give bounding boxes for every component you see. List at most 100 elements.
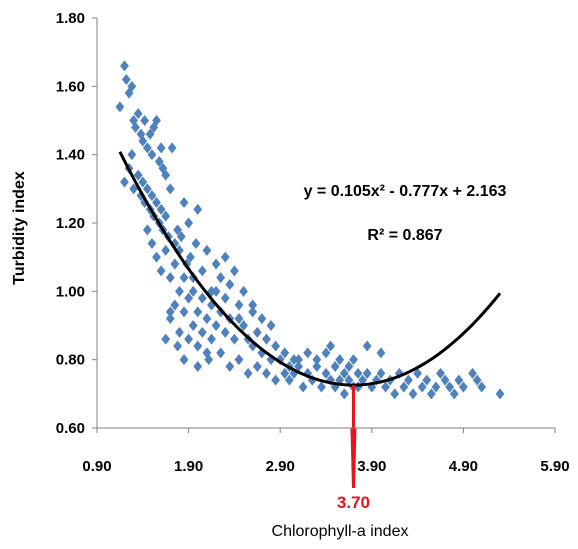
data-point (339, 367, 349, 379)
y-axis-title: Turbidity index (11, 171, 28, 285)
data-point (197, 326, 207, 338)
data-point (165, 313, 175, 325)
data-point (376, 367, 386, 379)
data-point (154, 156, 164, 167)
data-point (129, 183, 139, 195)
data-point (376, 347, 386, 359)
data-point (184, 333, 193, 345)
data-point (417, 381, 427, 393)
data-point (175, 285, 184, 297)
data-point (207, 333, 216, 345)
data-point (349, 354, 358, 366)
y-tick-label: 1.00 (56, 283, 85, 300)
marker-label: 3.70 (337, 493, 370, 512)
trend-line (118, 151, 502, 387)
data-point (353, 381, 363, 393)
data-point (335, 354, 345, 366)
data-point (124, 87, 134, 99)
data-point (184, 292, 193, 304)
y-tick-label: 1.20 (56, 215, 85, 232)
data-point (120, 60, 129, 72)
y-tick-label: 1.60 (56, 78, 85, 95)
data-point (252, 361, 262, 372)
data-point (156, 265, 166, 277)
data-point (193, 361, 203, 372)
trend-r-squared: R² = 0.867 (367, 227, 442, 244)
x-tick-label: 2.90 (266, 458, 295, 475)
data-point (358, 374, 368, 386)
data-point (161, 210, 171, 222)
data-point (161, 169, 171, 181)
data-point (115, 101, 125, 113)
x-axis-title: Chlorophyll-a index (272, 523, 409, 540)
data-point (197, 265, 207, 277)
data-point (170, 299, 180, 311)
data-point (140, 115, 150, 126)
data-point (312, 354, 322, 366)
data-point (472, 374, 482, 386)
data-point (321, 367, 331, 379)
data-point (399, 381, 409, 393)
data-point (161, 244, 171, 256)
x-tick-label: 0.90 (82, 458, 111, 475)
data-point (225, 279, 235, 290)
data-point (211, 258, 221, 270)
data-point (262, 367, 271, 379)
y-tick-label: 1.40 (56, 147, 85, 164)
data-point (477, 381, 487, 393)
data-point (344, 374, 354, 386)
data-point (234, 299, 244, 311)
data-point (165, 306, 175, 318)
data-point (449, 388, 459, 400)
data-point (312, 361, 322, 372)
data-point (121, 74, 131, 85)
data-point (262, 333, 271, 345)
data-point (220, 292, 230, 304)
data-point (459, 381, 468, 393)
data-point (188, 285, 198, 297)
data-point (158, 162, 168, 174)
data-point (303, 367, 313, 379)
x-tick-label: 1.90 (174, 458, 203, 475)
data-point (188, 320, 198, 331)
data-point (133, 169, 143, 181)
data-point (298, 381, 308, 393)
data-point (330, 361, 340, 372)
data-point (145, 128, 155, 140)
data-point (303, 347, 313, 359)
data-point (408, 388, 418, 400)
data-point (431, 381, 441, 393)
data-point (197, 292, 207, 304)
data-point (138, 176, 148, 188)
data-point (147, 149, 157, 161)
data-point (239, 285, 248, 297)
data-point (440, 374, 450, 386)
data-point (468, 367, 477, 379)
data-point (339, 388, 349, 400)
data-point (138, 135, 148, 147)
data-point (191, 238, 201, 249)
data-point (257, 347, 267, 359)
data-point (204, 354, 214, 366)
y-tick-label: 0.80 (56, 352, 85, 369)
data-point (344, 361, 354, 372)
data-point (225, 361, 235, 372)
data-point (193, 306, 203, 318)
data-point (220, 251, 230, 263)
data-point (161, 333, 171, 345)
data-point (147, 238, 157, 249)
y-tick-label: 1.80 (56, 10, 85, 27)
data-point (165, 272, 175, 284)
data-point (362, 367, 372, 379)
data-point (271, 340, 281, 352)
data-point (152, 251, 161, 263)
data-point (175, 244, 184, 256)
trend-equation: y = 0.105x² - 0.777x + 2.163 (304, 183, 507, 200)
data-point (239, 320, 248, 331)
data-point (152, 115, 161, 126)
data-point (294, 361, 303, 372)
data-point (371, 374, 381, 386)
data-point (202, 244, 212, 256)
data-point (248, 306, 258, 318)
data-point (156, 203, 166, 215)
